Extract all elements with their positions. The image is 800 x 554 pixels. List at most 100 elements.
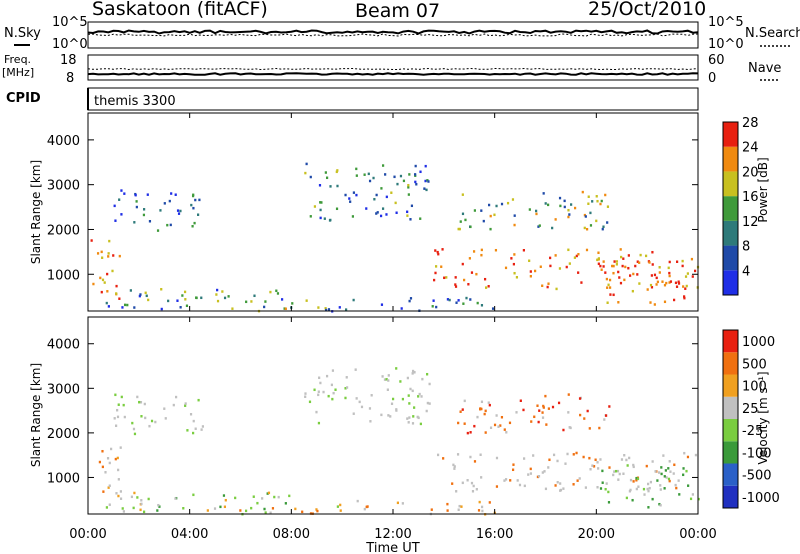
echo-cell [617,301,620,304]
power-colorbar-label: Power [dB] [756,157,770,222]
echo-cell [651,250,654,254]
echo-cell [667,467,670,470]
echo-cell [684,275,688,278]
freq-tick-bottom: 8 [66,71,74,86]
echo-cell [424,164,427,168]
echo-cell [464,218,467,222]
echo-cell [539,265,542,268]
echo-cell [480,505,484,509]
echo-cell [356,499,359,503]
echo-cell [138,400,141,404]
echo-cell [419,217,422,220]
echo-cell [331,397,334,401]
echo-cell [470,271,474,274]
echo-cell [375,212,378,215]
echo-cell [606,286,609,289]
echo-cell [156,509,159,512]
echo-cell [372,176,375,180]
echo-cell [646,487,649,491]
echo-cell [143,402,146,406]
echo-cell [198,198,201,202]
echo-cell [192,419,195,423]
echo-cell [602,265,605,268]
colorbar-swatch [723,485,738,508]
echo-cell [587,202,590,206]
echo-cell [325,308,328,312]
echo-cell [111,269,114,273]
time-tick-label: 12:00 [374,527,411,542]
echo-cell [559,488,563,492]
echo-cell [548,458,551,462]
echo-cell [425,188,428,192]
echo-cell [675,285,679,288]
freq-unit: [MHz] [2,66,34,79]
echo-cell [113,417,116,420]
echo-cell [380,413,383,417]
time-tick-label: 20:00 [578,527,615,542]
echo-cell [543,470,546,473]
echo-cell [637,485,640,488]
echo-cell [483,277,487,281]
echo-cell [269,290,272,294]
echo-cell [418,392,421,396]
echo-cell [107,305,110,308]
echo-cell [611,264,614,268]
echo-cell [493,213,496,217]
echo-cell [325,374,329,378]
echo-cell [419,422,422,426]
echo-cell [117,403,120,406]
echo-cell [143,208,146,211]
echo-cell [348,197,351,200]
echo-cell [595,195,598,198]
echo-cell [495,485,499,488]
echo-cell [597,467,600,470]
echo-cell [500,202,504,206]
echo-cell [647,482,650,486]
echo-cell [189,413,193,416]
echo-cell [488,203,491,207]
echo-cell [344,308,348,311]
echo-cell [308,400,312,404]
echo-cell [602,225,605,229]
echo-cell [538,224,541,227]
echo-cell [133,221,136,224]
echo-cell [396,501,399,505]
echo-cell [381,207,385,210]
echo-cell [323,217,326,220]
echo-cell [200,428,203,431]
echo-cell [591,464,594,467]
echo-cell [562,428,565,432]
echo-cell [304,171,307,175]
echo-cell [624,265,627,269]
echo-cell [541,411,544,414]
echo-cell [280,298,284,301]
echo-cell [506,201,510,205]
echo-cell [416,415,419,419]
echo-cell [542,406,545,409]
echo-cell [663,487,666,490]
echo-cell [567,215,570,219]
echo-cell [381,375,384,378]
echo-cell [457,508,460,511]
echo-cell [658,471,661,474]
echo-cell [420,395,423,398]
cpid-value: themis 3300 [94,94,176,109]
echo-cell [428,402,431,405]
echo-cell [608,286,612,289]
echo-cell [123,303,127,307]
echo-cell [169,223,172,227]
echo-cell [469,455,472,459]
echo-cell [434,271,437,275]
echo-cell [618,276,621,279]
colorbar-tick-label: 28 [742,116,759,131]
echo-cell [192,206,195,210]
echo-cell [659,488,662,491]
echo-cell [529,467,532,471]
echo-cell [139,293,142,296]
echo-cell [261,497,264,500]
colorbar-tick-label: 4 [742,264,750,279]
echo-cell [275,289,278,293]
echo-cell [250,506,253,510]
echo-cell [690,257,694,261]
echo-cell [609,293,612,296]
